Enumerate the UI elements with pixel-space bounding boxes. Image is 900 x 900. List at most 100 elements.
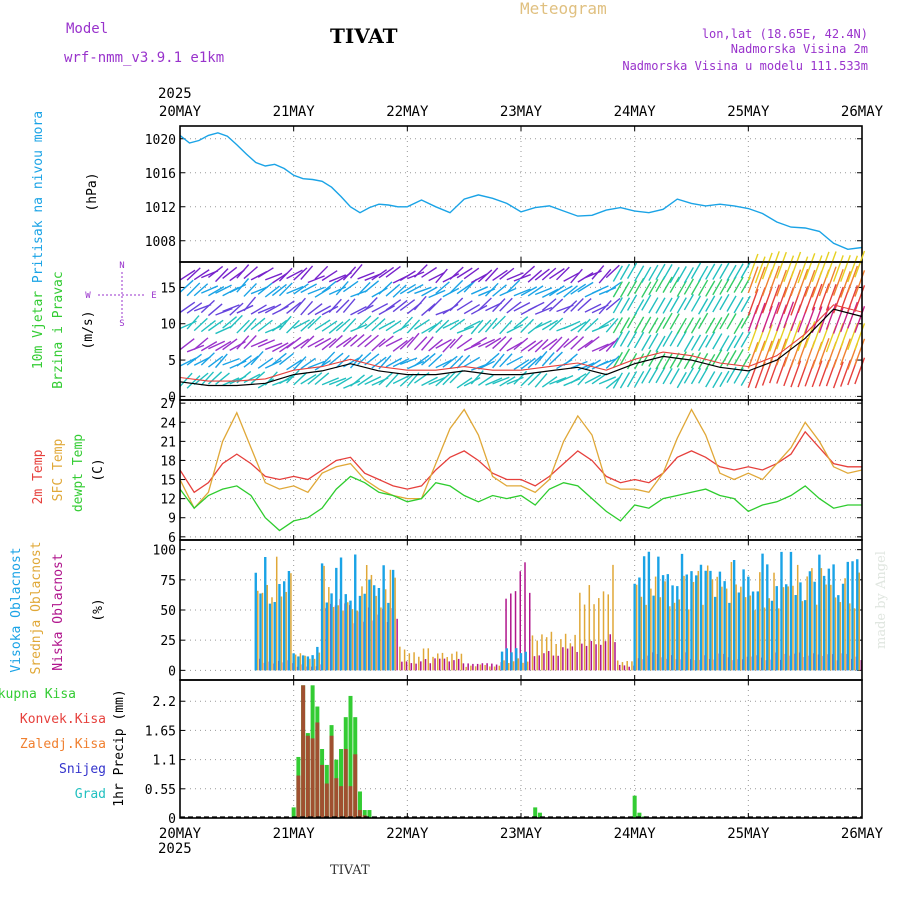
- precip-frozen-label: Zaledj.Kisa: [20, 737, 106, 752]
- wind-barb: [293, 267, 308, 281]
- wind-barb: [186, 282, 201, 297]
- wind-barb: [264, 272, 283, 281]
- wind-barb: [179, 279, 194, 293]
- y-tick-label: 75: [160, 574, 176, 589]
- precip-conv-bar: [301, 685, 306, 818]
- wind-barb: [449, 266, 464, 280]
- wind-barb: [776, 269, 787, 297]
- wind-barb: [790, 340, 802, 368]
- watermark: made by Angel: [874, 551, 889, 649]
- y-tick-label: 0: [168, 390, 176, 405]
- wind-barb: [747, 253, 759, 281]
- pressure-label: Pritisak na nivou mora: [31, 111, 46, 283]
- wind-barb: [591, 373, 608, 385]
- wind-barb: [378, 281, 393, 295]
- wind-barb: [265, 342, 283, 351]
- wind-barb: [428, 271, 446, 282]
- compass-south: S: [119, 319, 124, 329]
- cloud-high-label: Visoka Oblacnost: [9, 547, 24, 672]
- wind-barb: [314, 305, 332, 316]
- y-tick-label: 1016: [145, 167, 176, 182]
- wind-barb: [371, 302, 389, 313]
- wind-barb: [548, 317, 564, 331]
- wind-barb: [208, 340, 226, 350]
- wind-barb: [705, 295, 716, 312]
- wind-barb: [477, 297, 492, 311]
- cloud-bars: [254, 551, 863, 671]
- wind-barb: [215, 325, 233, 335]
- wind-barb: [201, 285, 219, 294]
- wind-barb: [364, 280, 380, 293]
- wind-barb: [577, 339, 593, 352]
- wind-barb: [470, 286, 489, 295]
- wind-barb: [442, 371, 456, 386]
- y-tick-label: 25: [160, 634, 176, 649]
- wind-barb: [825, 284, 837, 311]
- wind-barb: [584, 359, 601, 371]
- wind-barb: [797, 286, 809, 313]
- wind-barb: [506, 376, 524, 385]
- precip-conv-bar: [353, 754, 358, 818]
- wind-barb: [421, 376, 438, 387]
- wind-barb: [641, 281, 652, 298]
- wind-barb: [556, 266, 570, 281]
- precip-total-bar: [362, 810, 367, 818]
- wind-barb: [768, 284, 780, 312]
- y-tick-label: 9: [168, 512, 176, 527]
- wind-barb: [534, 306, 553, 315]
- wind-barb: [243, 318, 257, 333]
- wind-barb: [392, 358, 410, 368]
- precip-conv-bar: [296, 775, 301, 818]
- wind-barb: [506, 341, 523, 352]
- y-tick-label: 1012: [145, 201, 176, 216]
- wind-barb: [215, 268, 229, 283]
- wind-barb: [385, 283, 401, 297]
- wind-barb: [577, 298, 592, 312]
- wind-barb: [825, 251, 837, 279]
- wind-barb: [293, 297, 306, 313]
- wind-barb: [350, 323, 368, 333]
- wind-barb: [818, 337, 830, 365]
- wind-barb: [747, 288, 759, 316]
- wind-barb: [186, 267, 201, 281]
- wind-barb: [335, 299, 350, 314]
- wind-barb: [307, 275, 325, 284]
- wind-barb: [399, 336, 414, 350]
- wind-barb: [676, 297, 687, 314]
- wind-barb: [286, 301, 302, 314]
- wind-barb: [740, 353, 751, 370]
- wind-barb: [207, 265, 224, 278]
- wind-barb: [598, 268, 612, 284]
- wind-barb: [641, 316, 652, 333]
- bottom-year-label: 2025: [158, 841, 192, 857]
- wind-barb: [854, 323, 866, 350]
- wind-barb: [186, 302, 203, 314]
- wind-panel: 0 5 10 15: [160, 250, 866, 405]
- wind-barb: [236, 355, 252, 367]
- wind-barb: [683, 317, 695, 334]
- wind-barb: [207, 303, 223, 317]
- wind-barb: [549, 268, 565, 280]
- wind-barb: [662, 367, 673, 385]
- wind-barb: [733, 317, 744, 335]
- wind-barb: [626, 294, 638, 311]
- wind-barb: [300, 318, 315, 332]
- wind-barb: [442, 338, 456, 353]
- wind-barb: [471, 363, 489, 371]
- wind-barb: [676, 317, 687, 335]
- wind-barb: [705, 263, 716, 280]
- wind-barb: [825, 303, 837, 330]
- wind-barb: [719, 278, 730, 295]
- wind-barb: [350, 306, 367, 316]
- wind-barb: [584, 336, 600, 349]
- wind-barb: [655, 297, 666, 314]
- wind-barb: [776, 304, 787, 332]
- wind-barb: [293, 356, 307, 371]
- dewpoint-line: [179, 475, 862, 532]
- wind-barb: [747, 266, 759, 294]
- wind-barb: [357, 334, 372, 348]
- wind-barb: [321, 280, 337, 293]
- wind-barb: [563, 285, 578, 298]
- wind-barb: [243, 355, 259, 368]
